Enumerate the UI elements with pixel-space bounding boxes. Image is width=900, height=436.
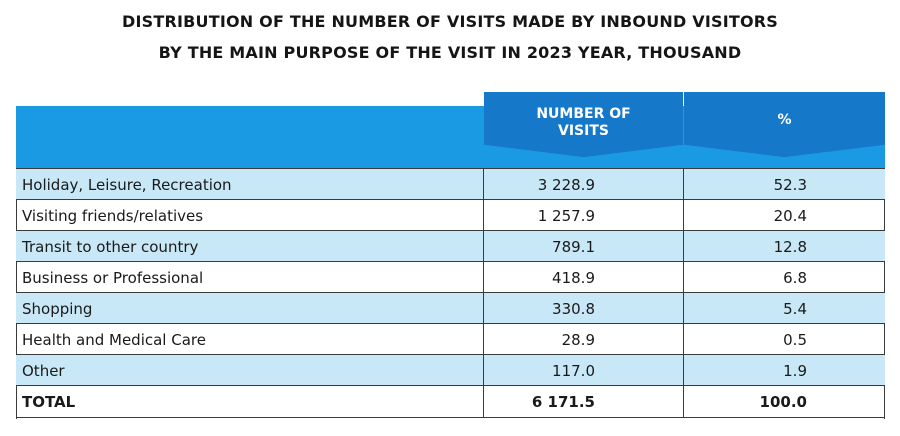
row-percent: 12.8 (773, 238, 807, 256)
column-divider (683, 200, 684, 230)
row-percent: 5.4 (783, 300, 807, 318)
column-divider (683, 231, 684, 261)
total-row: TOTAL 6 171.5 100.0 (16, 385, 885, 418)
column-divider (683, 262, 684, 292)
total-visits: 6 171.5 (531, 393, 595, 411)
row-visits: 1 257.9 (537, 207, 595, 225)
column-divider (483, 355, 484, 385)
table-row: Health and Medical Care 28.9 0.5 (16, 323, 885, 354)
column-divider (683, 324, 684, 354)
table-title-line-1: DISTRIBUTION OF THE NUMBER OF VISITS MAD… (121, 12, 779, 31)
column-divider (683, 355, 684, 385)
row-label: Shopping (22, 300, 93, 318)
row-label: Other (22, 362, 65, 380)
row-percent: 1.9 (783, 362, 807, 380)
table-row: Other 117.0 1.9 (16, 354, 885, 385)
row-label: Holiday, Leisure, Recreation (22, 176, 232, 194)
table-title-line-2: BY THE MAIN PURPOSE OF THE VISIT IN 2023… (158, 43, 742, 62)
visits-table: NUMBER OF VISITS % Holiday, Leisure, Rec… (16, 92, 885, 419)
row-label: Transit to other country (22, 238, 199, 256)
row-label: Visiting friends/relatives (22, 207, 204, 225)
column-divider (483, 293, 484, 323)
column-divider (483, 324, 484, 354)
column-divider (483, 231, 484, 261)
column-divider (483, 200, 484, 230)
row-visits: 330.8 (552, 300, 595, 318)
table-row: Holiday, Leisure, Recreation 3 228.9 52.… (16, 168, 885, 199)
row-label: Business or Professional (22, 269, 204, 287)
table-row: Visiting friends/relatives 1 257.9 20.4 (16, 199, 885, 230)
row-label: Health and Medical Care (22, 331, 206, 349)
column-divider (483, 386, 484, 417)
column-header-visits-line-2: VISITS (558, 123, 609, 139)
row-visits: 789.1 (552, 238, 595, 256)
table-row: Transit to other country 789.1 12.8 (16, 230, 885, 261)
column-header-percent-label: % (777, 112, 792, 128)
column-divider (683, 293, 684, 323)
row-percent: 20.4 (773, 207, 807, 225)
column-header-visits: NUMBER OF VISITS (484, 92, 683, 158)
column-divider (683, 169, 684, 199)
table-row: Shopping 330.8 5.4 (16, 292, 885, 323)
row-visits: 28.9 (561, 331, 595, 349)
column-divider (683, 386, 684, 417)
column-divider (483, 169, 484, 199)
total-label: TOTAL (22, 393, 76, 411)
row-percent: 0.5 (783, 331, 807, 349)
column-header-percent: % (684, 92, 885, 158)
row-visits: 3 228.9 (537, 176, 595, 194)
row-visits: 418.9 (552, 269, 595, 287)
total-percent: 100.0 (759, 393, 807, 411)
column-header-visits-line-1: NUMBER OF (536, 106, 631, 122)
row-percent: 52.3 (773, 176, 807, 194)
table-row: Business or Professional 418.9 6.8 (16, 261, 885, 292)
column-divider (483, 262, 484, 292)
row-percent: 6.8 (783, 269, 807, 287)
row-visits: 117.0 (552, 362, 595, 380)
